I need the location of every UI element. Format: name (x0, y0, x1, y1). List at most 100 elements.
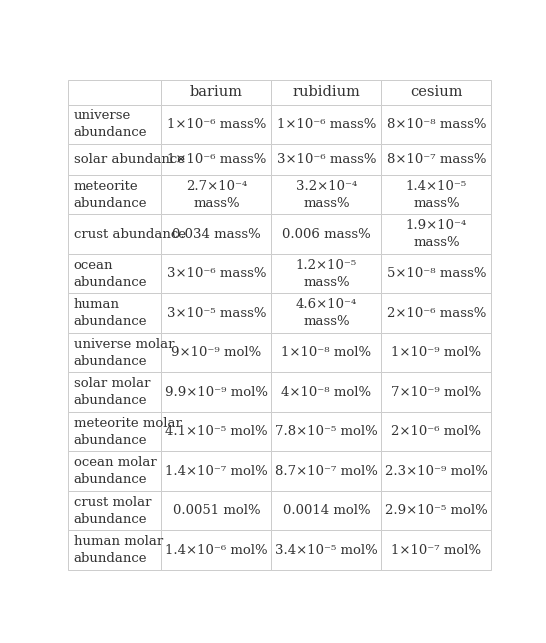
Bar (381, 412, 491, 451)
Text: 1.4×10⁻⁶ mol%: 1.4×10⁻⁶ mol% (165, 543, 268, 557)
Bar (381, 451, 491, 491)
Bar (381, 333, 491, 372)
Text: 2.7×10⁻⁴
mass%: 2.7×10⁻⁴ mass% (186, 179, 247, 210)
Text: 2×10⁻⁶ mass%: 2×10⁻⁶ mass% (387, 307, 486, 320)
Text: 3×10⁻⁶ mass%: 3×10⁻⁶ mass% (167, 267, 266, 280)
Text: 8×10⁻⁸ mass%: 8×10⁻⁸ mass% (387, 118, 486, 131)
Bar (162, 491, 271, 530)
Text: 7.8×10⁻⁵ mol%: 7.8×10⁻⁵ mol% (275, 425, 378, 438)
Text: barium: barium (190, 85, 243, 99)
Bar (68, 80, 162, 105)
Text: 1.9×10⁻⁴
mass%: 1.9×10⁻⁴ mass% (406, 219, 467, 249)
Bar (381, 175, 491, 215)
Text: 3.2×10⁻⁴
mass%: 3.2×10⁻⁴ mass% (296, 179, 357, 210)
Bar (162, 80, 271, 105)
Bar (271, 333, 381, 372)
Text: meteorite molar
abundance: meteorite molar abundance (74, 417, 182, 447)
Bar (162, 215, 271, 254)
Text: human
abundance: human abundance (74, 298, 147, 328)
Text: 4.6×10⁻⁴
mass%: 4.6×10⁻⁴ mass% (296, 298, 357, 328)
Text: ocean molar
abundance: ocean molar abundance (74, 456, 157, 486)
Bar (162, 530, 271, 570)
Text: 7×10⁻⁹ mol%: 7×10⁻⁹ mol% (391, 386, 482, 399)
Bar (162, 293, 271, 333)
Text: 2.3×10⁻⁹ mol%: 2.3×10⁻⁹ mol% (385, 465, 488, 478)
Bar (68, 372, 162, 412)
Bar (162, 412, 271, 451)
Bar (162, 144, 271, 175)
Text: cesium: cesium (410, 85, 462, 99)
Text: human molar
abundance: human molar abundance (74, 535, 163, 565)
Bar (381, 530, 491, 570)
Text: 1×10⁻⁶ mass%: 1×10⁻⁶ mass% (167, 118, 266, 131)
Bar (68, 491, 162, 530)
Bar (162, 333, 271, 372)
Bar (271, 144, 381, 175)
Bar (381, 372, 491, 412)
Bar (271, 530, 381, 570)
Bar (271, 105, 381, 144)
Bar (381, 80, 491, 105)
Text: crust molar
abundance: crust molar abundance (74, 496, 151, 525)
Bar (271, 372, 381, 412)
Text: 1.2×10⁻⁵
mass%: 1.2×10⁻⁵ mass% (296, 258, 357, 289)
Bar (271, 491, 381, 530)
Bar (381, 254, 491, 293)
Text: 2.9×10⁻⁵ mol%: 2.9×10⁻⁵ mol% (385, 504, 488, 517)
Bar (381, 293, 491, 333)
Bar (68, 215, 162, 254)
Text: 1×10⁻⁹ mol%: 1×10⁻⁹ mol% (391, 346, 482, 359)
Bar (68, 412, 162, 451)
Text: solar molar
abundance: solar molar abundance (74, 377, 150, 407)
Bar (381, 105, 491, 144)
Bar (381, 144, 491, 175)
Bar (271, 254, 381, 293)
Text: 8×10⁻⁷ mass%: 8×10⁻⁷ mass% (387, 153, 486, 166)
Text: ocean
abundance: ocean abundance (74, 258, 147, 289)
Bar (162, 175, 271, 215)
Text: 9.9×10⁻⁹ mol%: 9.9×10⁻⁹ mol% (165, 386, 268, 399)
Bar (68, 144, 162, 175)
Text: 0.034 mass%: 0.034 mass% (172, 228, 261, 240)
Text: 2×10⁻⁶ mol%: 2×10⁻⁶ mol% (391, 425, 482, 438)
Text: 5×10⁻⁸ mass%: 5×10⁻⁸ mass% (387, 267, 486, 280)
Text: 3.4×10⁻⁵ mol%: 3.4×10⁻⁵ mol% (275, 543, 378, 557)
Bar (68, 530, 162, 570)
Bar (381, 215, 491, 254)
Bar (162, 451, 271, 491)
Text: meteorite
abundance: meteorite abundance (74, 179, 147, 210)
Text: 1.4×10⁻⁷ mol%: 1.4×10⁻⁷ mol% (165, 465, 268, 478)
Text: 3×10⁻⁵ mass%: 3×10⁻⁵ mass% (167, 307, 266, 320)
Text: 0.0051 mol%: 0.0051 mol% (173, 504, 260, 517)
Text: 1×10⁻⁷ mol%: 1×10⁻⁷ mol% (391, 543, 482, 557)
Text: 8.7×10⁻⁷ mol%: 8.7×10⁻⁷ mol% (275, 465, 378, 478)
Bar (271, 80, 381, 105)
Bar (68, 293, 162, 333)
Bar (68, 175, 162, 215)
Text: 0.006 mass%: 0.006 mass% (282, 228, 371, 240)
Text: 3×10⁻⁶ mass%: 3×10⁻⁶ mass% (277, 153, 376, 166)
Bar (271, 215, 381, 254)
Bar (271, 451, 381, 491)
Bar (381, 491, 491, 530)
Bar (162, 254, 271, 293)
Bar (68, 451, 162, 491)
Text: 1×10⁻⁶ mass%: 1×10⁻⁶ mass% (277, 118, 376, 131)
Text: 1×10⁻⁶ mass%: 1×10⁻⁶ mass% (167, 153, 266, 166)
Text: universe molar
abundance: universe molar abundance (74, 338, 174, 368)
Bar (271, 412, 381, 451)
Text: rubidium: rubidium (293, 85, 360, 99)
Bar (271, 175, 381, 215)
Bar (68, 105, 162, 144)
Text: solar abundance: solar abundance (74, 153, 185, 166)
Text: 9×10⁻⁹ mol%: 9×10⁻⁹ mol% (171, 346, 262, 359)
Text: crust abundance: crust abundance (74, 228, 186, 240)
Bar (162, 105, 271, 144)
Text: 4.1×10⁻⁵ mol%: 4.1×10⁻⁵ mol% (165, 425, 268, 438)
Text: 1.4×10⁻⁵
mass%: 1.4×10⁻⁵ mass% (406, 179, 467, 210)
Text: universe
abundance: universe abundance (74, 109, 147, 140)
Bar (68, 333, 162, 372)
Bar (162, 372, 271, 412)
Bar (68, 254, 162, 293)
Bar (271, 293, 381, 333)
